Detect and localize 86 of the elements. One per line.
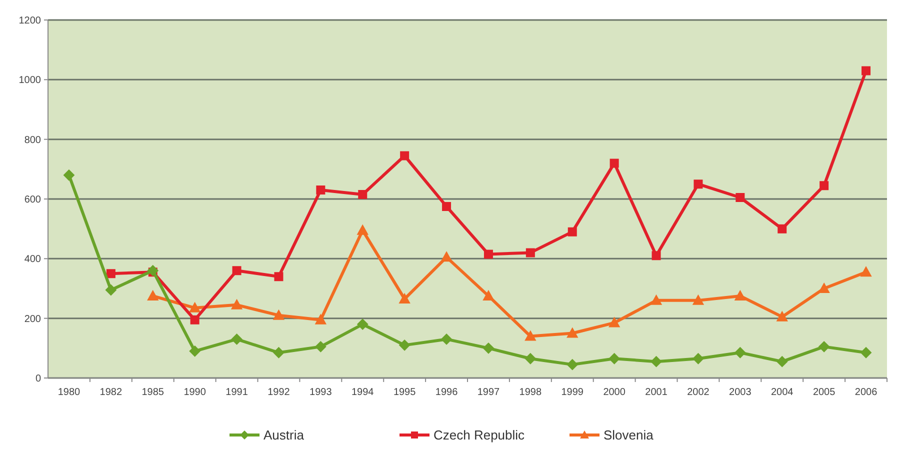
x-tick-label: 2003 — [729, 387, 752, 398]
point — [63, 170, 74, 181]
point — [147, 290, 158, 300]
point — [482, 290, 494, 300]
x-tick-label: 1980 — [58, 387, 81, 398]
x-tick-label: 1997 — [477, 387, 500, 398]
point — [608, 317, 620, 328]
legend-label: Slovenia — [604, 428, 654, 443]
point — [189, 302, 200, 312]
y-tick-label: 0 — [35, 374, 42, 384]
point — [820, 181, 829, 190]
point — [862, 66, 871, 76]
y-tick-label: 400 — [24, 254, 42, 266]
x-tick-label: 2000 — [603, 387, 626, 398]
point — [608, 353, 620, 364]
point — [357, 318, 368, 330]
point — [568, 227, 577, 236]
y-tick-label: 600 — [24, 194, 42, 206]
point — [860, 266, 872, 277]
point — [441, 334, 452, 345]
point — [692, 294, 704, 305]
point — [736, 193, 745, 202]
point — [147, 265, 158, 276]
point — [231, 299, 242, 310]
point — [189, 346, 200, 357]
point — [776, 311, 788, 322]
y-tick-label: 800 — [24, 134, 42, 146]
point — [524, 330, 536, 341]
point — [273, 347, 284, 358]
x-tick-label: 2006 — [854, 387, 878, 398]
point — [190, 315, 200, 324]
x-tick-label: 1998 — [519, 387, 542, 398]
point — [734, 290, 746, 300]
y-tick-label: 200 — [24, 314, 42, 325]
point — [315, 341, 326, 352]
x-tick-label: 2002 — [687, 387, 710, 398]
x-tick-label: 1991 — [226, 387, 248, 398]
point — [566, 359, 578, 370]
point — [442, 202, 452, 211]
point — [105, 284, 116, 296]
point — [734, 347, 746, 358]
x-tick-label: 1993 — [310, 387, 332, 398]
point — [316, 186, 326, 195]
x-tick-label: 2005 — [812, 387, 836, 398]
point — [400, 151, 410, 160]
point — [818, 283, 830, 293]
x-tick-label: 1995 — [393, 387, 416, 398]
point — [692, 353, 704, 364]
point — [860, 347, 872, 358]
point — [524, 353, 536, 364]
point — [776, 356, 788, 368]
point — [399, 293, 410, 304]
x-tick-label: 1996 — [435, 387, 458, 398]
point — [232, 266, 242, 276]
point — [526, 248, 535, 258]
y-tick-label: 1200 — [18, 16, 42, 26]
point — [778, 224, 787, 234]
x-tick-label: 1990 — [184, 387, 206, 398]
point — [484, 250, 493, 259]
point — [650, 294, 662, 305]
point — [315, 314, 326, 324]
point — [441, 252, 452, 262]
x-tick-label: 2004 — [771, 387, 794, 398]
x-tick-label: 2001 — [645, 387, 668, 398]
point — [482, 342, 494, 354]
x-tick-label: 1994 — [352, 387, 374, 398]
point — [566, 328, 578, 338]
y-tick-label: 1000 — [18, 75, 42, 86]
x-tick-label: 1985 — [142, 387, 164, 398]
point — [610, 158, 619, 168]
x-tick-label: 1992 — [268, 387, 290, 398]
legend-label: Austria — [264, 428, 305, 443]
point — [694, 180, 703, 189]
point — [652, 251, 661, 260]
point — [358, 190, 368, 200]
x-tick-label: 1982 — [100, 387, 122, 398]
point — [399, 340, 410, 351]
point — [357, 224, 368, 235]
point — [273, 310, 284, 320]
point — [231, 334, 242, 345]
point — [818, 341, 830, 352]
legend-label: Czech Republic — [434, 428, 526, 443]
point — [106, 269, 116, 278]
point — [274, 272, 284, 282]
x-tick-label: 1999 — [561, 387, 584, 398]
point — [650, 356, 662, 368]
